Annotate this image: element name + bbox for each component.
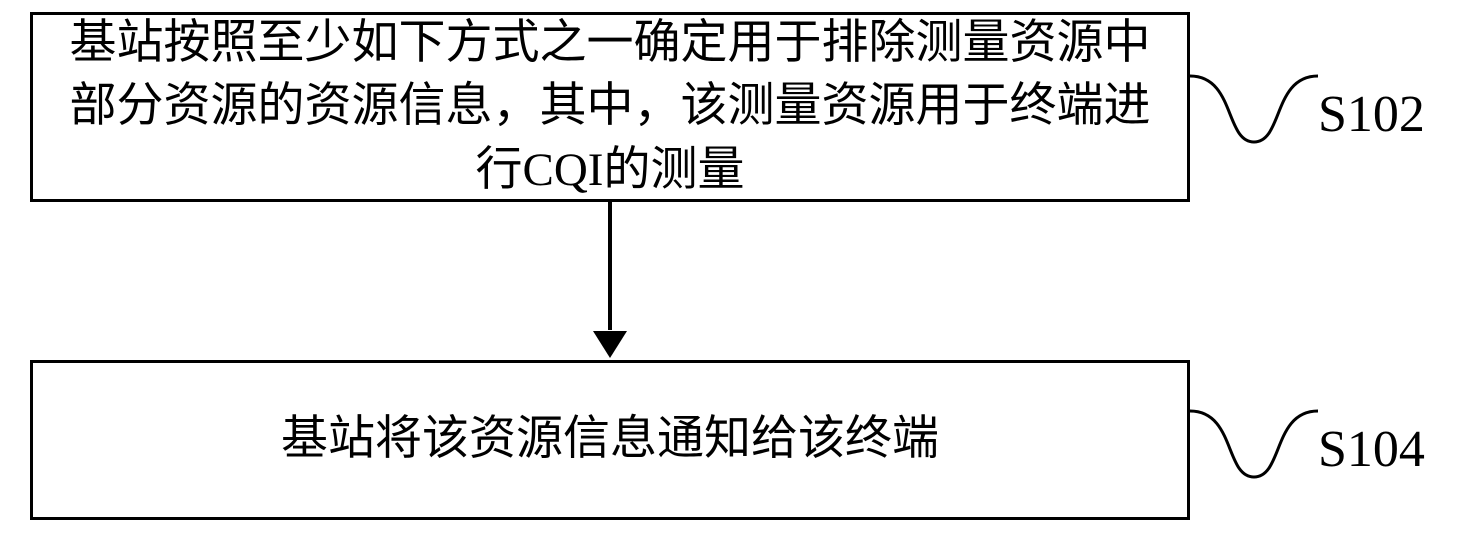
step-label-text-1: S102	[1318, 86, 1425, 143]
arrow-line	[608, 202, 612, 330]
step-label-text-2: S104	[1318, 421, 1425, 478]
step-text-2: 基站将该资源信息通知给该终端	[281, 408, 939, 471]
step-box-1: 基站按照至少如下方式之一确定用于排除测量资源中部分资源的资源信息，其中，该测量资…	[30, 12, 1190, 202]
label-connector-1	[1190, 70, 1318, 148]
label-connector-2	[1190, 405, 1318, 483]
step-label-2: S104	[1318, 420, 1425, 479]
arrow-head-icon	[593, 331, 627, 358]
step-text-1: 基站按照至少如下方式之一确定用于排除测量资源中部分资源的资源信息，其中，该测量资…	[53, 12, 1167, 202]
flowchart-container: 基站按照至少如下方式之一确定用于排除测量资源中部分资源的资源信息，其中，该测量资…	[0, 0, 1458, 536]
step-box-2: 基站将该资源信息通知给该终端	[30, 360, 1190, 520]
step-label-1: S102	[1318, 85, 1425, 144]
